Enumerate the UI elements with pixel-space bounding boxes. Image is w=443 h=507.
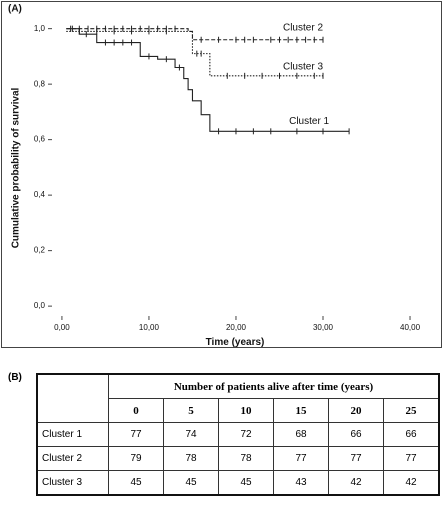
series-label: Cluster 1: [289, 116, 329, 127]
series-label: Cluster 2: [283, 22, 323, 33]
cell: 74: [163, 422, 219, 447]
cell: 66: [328, 422, 384, 447]
y-tick-label: 0,2: [34, 246, 46, 255]
cell: 77: [328, 446, 384, 471]
y-tick-label: 0,4: [34, 190, 46, 199]
cell: 45: [218, 470, 274, 496]
cell: 45: [163, 470, 219, 496]
column-header: 25: [383, 398, 440, 423]
table: Number of patients alive after time (yea…: [36, 373, 440, 496]
panel-label: (B): [8, 372, 22, 383]
cell: 68: [273, 422, 329, 447]
column-header: 5: [163, 398, 219, 423]
row-header: Cluster 1: [36, 422, 109, 447]
x-tick-label: 0,00: [54, 323, 70, 332]
x-axis-title: Time (years): [206, 337, 265, 348]
cell: 43: [273, 470, 329, 496]
cell: 72: [218, 422, 274, 447]
panel-label: (A): [8, 4, 22, 15]
x-tick-label: 40,00: [400, 323, 421, 332]
y-tick-label: 0,8: [34, 79, 46, 88]
row-header: Cluster 3: [36, 470, 109, 496]
cell: 42: [328, 470, 384, 496]
corner-cell: [36, 373, 109, 423]
cell: 78: [163, 446, 219, 471]
cell: 79: [108, 446, 164, 471]
cell: 77: [108, 422, 164, 447]
y-tick-label: 0,0: [34, 301, 46, 310]
table-row: Cluster 1 77 74 72 68 66 66: [36, 422, 440, 447]
cell: 45: [108, 470, 164, 496]
row-header: Cluster 2: [36, 446, 109, 471]
column-header: 10: [218, 398, 274, 423]
table-row: Cluster 3 45 45 45 43 42 42: [36, 470, 440, 496]
cell: 66: [383, 422, 440, 447]
cell: 77: [383, 446, 440, 471]
x-tick-label: 10,00: [139, 323, 160, 332]
chart: (A) Time (years) Cumulative probability …: [1, 1, 442, 348]
table-header: Number of patients alive after time (yea…: [108, 373, 440, 399]
series-label: Cluster 3: [283, 61, 323, 72]
y-tick-label: 0,6: [34, 135, 46, 144]
y-tick-label: 1,0: [34, 24, 46, 33]
cell: 78: [218, 446, 274, 471]
table-row: Cluster 2 79 78 78 77 77 77: [36, 446, 440, 471]
y-axis-title: Cumulative probability of survival: [11, 87, 22, 248]
column-header: 15: [273, 398, 329, 423]
cell: 42: [383, 470, 440, 496]
x-tick-label: 20,00: [226, 323, 247, 332]
column-header: 0: [108, 398, 164, 423]
panel-border: [1, 1, 442, 348]
cell: 77: [273, 446, 329, 471]
column-header: 20: [328, 398, 384, 423]
x-tick-label: 30,00: [313, 323, 334, 332]
